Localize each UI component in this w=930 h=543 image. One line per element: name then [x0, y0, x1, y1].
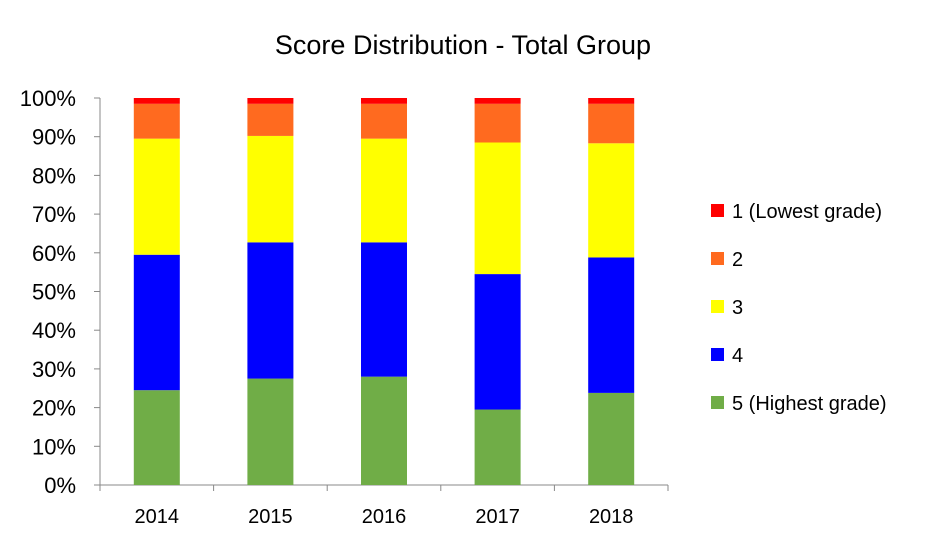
x-tick-label: 2014: [135, 506, 180, 528]
bar-stack-2017: [474, 98, 521, 485]
legend-label: 1 (Lowest grade): [732, 201, 882, 223]
bar-stack-2016: [361, 98, 407, 485]
bar-segment[interactable]: [588, 98, 635, 104]
bar-segment[interactable]: [133, 103, 180, 139]
bar-segment[interactable]: [247, 242, 294, 379]
chart-title: Score Distribution - Total Group: [275, 30, 651, 60]
legend-swatch: [711, 252, 724, 265]
y-tick-label: 20%: [32, 396, 76, 421]
bar-segment[interactable]: [588, 143, 635, 258]
bar-segment[interactable]: [247, 98, 294, 104]
bar-segment[interactable]: [588, 257, 635, 393]
y-tick-label: 30%: [32, 357, 76, 382]
bar-segment[interactable]: [361, 103, 407, 139]
bar-segment[interactable]: [133, 138, 180, 255]
legend-label: 5 (Highest grade): [732, 393, 887, 415]
bar-segment[interactable]: [133, 390, 180, 485]
y-tick-label: 10%: [32, 434, 76, 459]
bar-segment[interactable]: [474, 98, 521, 104]
legend-item[interactable]: 3: [711, 297, 743, 319]
bars: [133, 98, 635, 485]
legend-item[interactable]: 4: [711, 345, 743, 367]
legend-swatch: [711, 300, 724, 313]
bar-segment[interactable]: [474, 274, 521, 410]
bar-segment[interactable]: [133, 254, 180, 391]
legend-label: 4: [732, 345, 743, 367]
legend-label: 3: [732, 297, 743, 319]
bar-segment[interactable]: [247, 135, 294, 243]
bar-segment[interactable]: [588, 103, 635, 144]
bar-segment[interactable]: [474, 142, 521, 275]
x-tick-label: 2018: [589, 506, 634, 528]
y-tick-label: 0%: [44, 473, 76, 498]
y-tick-label: 40%: [32, 318, 76, 343]
bar-stack-2018: [588, 98, 635, 485]
legend-item[interactable]: 1 (Lowest grade): [711, 201, 882, 223]
legend-swatch: [711, 396, 724, 409]
y-tick-label: 60%: [32, 241, 76, 266]
bar-segment[interactable]: [474, 409, 521, 485]
bar-segment[interactable]: [361, 242, 407, 377]
y-tick-label: 100%: [20, 86, 76, 111]
bar-segment[interactable]: [588, 392, 635, 485]
legend-item[interactable]: 5 (Highest grade): [711, 393, 887, 415]
legend-item[interactable]: 2: [711, 249, 743, 271]
x-axis: 2014 2015 2016 2017 2018: [99, 484, 669, 528]
bar-segment[interactable]: [133, 98, 180, 104]
x-tick-label: 2017: [475, 506, 520, 528]
x-tick-label: 2016: [362, 506, 407, 528]
bar-segment[interactable]: [474, 103, 521, 143]
legend-swatch: [711, 204, 724, 217]
x-tick-label: 2015: [248, 506, 293, 528]
legend: 1 (Lowest grade) 2 3 4 5 (Highest grade): [711, 201, 887, 415]
y-axis: 0% 10% 20% 30% 40% 50% 60% 70% 80% 90% 100%: [20, 86, 101, 498]
legend-label: 2: [732, 249, 743, 271]
legend-swatch: [711, 348, 724, 361]
bar-segment[interactable]: [361, 98, 407, 104]
bar-stack-2014: [133, 98, 180, 485]
bar-segment[interactable]: [247, 103, 294, 136]
bar-segment[interactable]: [361, 138, 407, 243]
y-tick-label: 90%: [32, 125, 76, 150]
y-tick-label: 80%: [32, 163, 76, 188]
bar-segment[interactable]: [361, 376, 407, 485]
bar-segment[interactable]: [247, 378, 294, 485]
bar-stack-2015: [247, 98, 294, 485]
y-tick-label: 50%: [32, 280, 76, 305]
y-tick-label: 70%: [32, 202, 76, 227]
